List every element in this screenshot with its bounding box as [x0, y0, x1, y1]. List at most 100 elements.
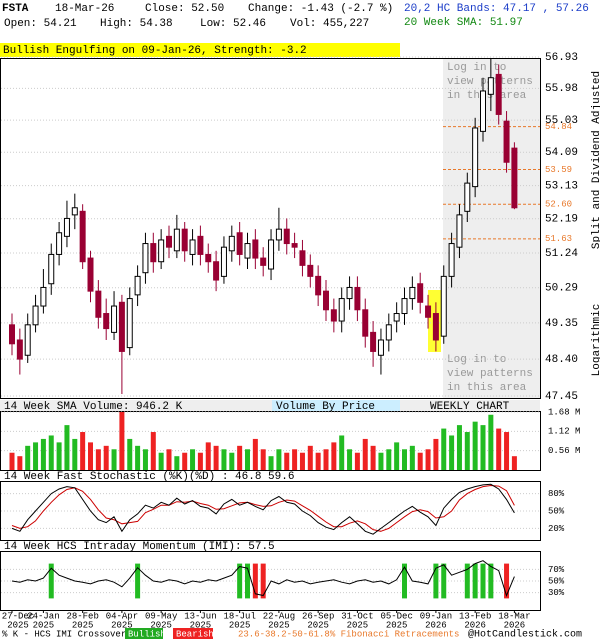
y-tick-label: 56.93: [545, 52, 578, 64]
volume-bar: [80, 432, 86, 470]
volume-bar: [370, 445, 376, 470]
fib-label: 52.60: [545, 200, 572, 210]
x-tick-label: 2026: [504, 620, 526, 630]
y-tick-label: 50.29: [545, 283, 578, 295]
open: Open: 54.21: [4, 18, 77, 30]
candle-body: [16, 339, 23, 360]
y-tick-label: 50%: [548, 576, 565, 586]
candle-body: [244, 243, 251, 259]
stoch-d: [11, 484, 515, 532]
candle-body: [166, 235, 172, 248]
volume-bar: [56, 442, 62, 470]
volume-bar: [386, 449, 392, 470]
x-tick-label: 2025: [7, 620, 29, 630]
candle-body: [56, 232, 63, 255]
y-tick-label: 48.40: [545, 354, 578, 366]
candle-body: [40, 286, 47, 307]
y-tick-label: 20%: [548, 524, 565, 534]
x-tick-label: 27-Dec: [2, 611, 34, 621]
candle-body: [370, 331, 377, 352]
volume-bar: [190, 449, 196, 470]
stoch-title: 14 Week Fast Stochastic (%K)(%D) : 46.8 …: [4, 471, 294, 483]
y-tick-label: 80%: [548, 489, 565, 499]
volume-bar: [504, 432, 510, 470]
volume-frame: [0, 411, 541, 471]
candle-body: [511, 147, 518, 209]
candle-body: [142, 243, 149, 274]
stoch-k: [11, 483, 515, 535]
volume-bar: [197, 452, 203, 470]
volume-bar: [292, 449, 298, 470]
volume-bar: [17, 456, 23, 470]
volume-bar: [488, 414, 494, 470]
x-tick-label: 2025: [190, 620, 212, 630]
volume-bar: [339, 435, 345, 470]
volume-bar: [119, 412, 125, 470]
high: High: 54.38: [100, 18, 173, 30]
candle-body: [228, 235, 235, 252]
volume-bar: [229, 452, 235, 470]
candle-body: [472, 127, 479, 188]
volume-bar: [315, 452, 321, 470]
volume-bar: [64, 425, 70, 470]
x-tick-label: 09-Jan: [420, 611, 452, 621]
y-tick-label: 55.03: [545, 115, 578, 127]
candle-body: [189, 239, 196, 255]
candle-body: [299, 250, 306, 266]
volume-bar: [299, 452, 305, 470]
candle-body: [315, 275, 322, 296]
x-tick-label: 28-Feb: [66, 611, 98, 621]
x-tick-label: 2025: [307, 620, 329, 630]
imi-signal: [260, 563, 266, 599]
candle-body: [456, 214, 463, 248]
imi-signal: [488, 563, 494, 599]
imi-signal: [464, 563, 470, 599]
pattern-box: [0, 43, 400, 57]
fib-label: 51.63: [545, 234, 572, 244]
volume-bar: [307, 445, 313, 470]
candle-body: [9, 324, 15, 345]
volume-bar: [464, 432, 470, 470]
login-line: Log in to: [447, 62, 506, 74]
candle-body: [213, 261, 220, 281]
volume-bar: [103, 445, 109, 470]
login-line: in this area: [447, 90, 527, 102]
imi-signal: [504, 563, 510, 599]
volume-bar: [150, 432, 156, 470]
imi-signal: [135, 563, 141, 599]
candle-body: [118, 301, 125, 352]
x-tick-label: 13-Jun: [184, 611, 216, 621]
bands: 20,2 HC Bands: 47.17 , 57.26: [404, 3, 589, 15]
volume-bar: [449, 435, 455, 470]
candle-body: [126, 298, 133, 349]
volume: Vol: 455,227: [290, 18, 369, 30]
candle-body: [464, 182, 471, 212]
volume-bar: [347, 449, 353, 470]
candle-body: [338, 298, 345, 322]
volume-bar: [40, 438, 46, 470]
candle-body: [103, 313, 110, 330]
candle-body: [236, 232, 243, 255]
fib-label: 53.59: [545, 165, 572, 175]
price-frame: [0, 58, 541, 399]
login-line: Log in to: [447, 354, 506, 366]
volume-bar: [417, 452, 423, 470]
volume-bar: [111, 449, 117, 470]
candle-body: [417, 283, 424, 303]
period: WEEKLY CHART: [430, 401, 510, 413]
candle-body: [330, 309, 337, 322]
candle-body: [362, 309, 369, 337]
candle-body: [220, 246, 227, 277]
volume-title: 14 Week SMA Volume: 946.2 K: [4, 401, 183, 413]
volume-bar: [213, 445, 219, 470]
candle-body: [268, 239, 275, 270]
y-tick-label: 49.35: [545, 318, 578, 330]
y-tick-label: 1.12 M: [548, 427, 580, 437]
candle-body: [393, 313, 400, 322]
sma: 20 Week SMA: 51.97: [404, 17, 523, 29]
candle-body: [197, 235, 204, 255]
candle-body: [503, 120, 510, 163]
volume-bar: [402, 449, 407, 470]
x-tick-label: 2025: [150, 620, 172, 630]
volume-header: [0, 400, 540, 411]
